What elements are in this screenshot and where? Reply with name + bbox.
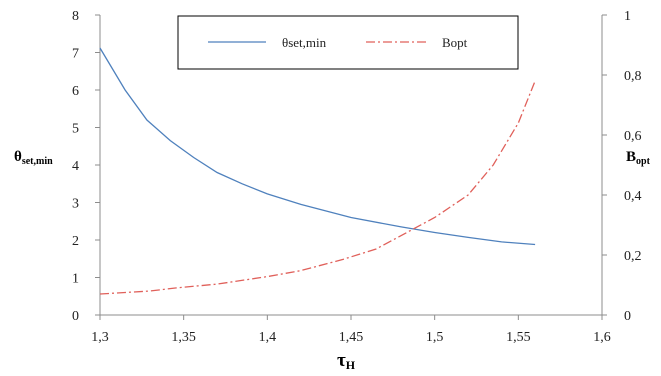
y-left-tick-label: 7 <box>72 47 79 62</box>
x-axis-label: τH <box>337 350 356 372</box>
y-axis-left-label: θset,min <box>14 149 53 167</box>
y-axis-right-label-main: B <box>626 149 636 165</box>
x-tick-label: 1,5 <box>426 330 444 345</box>
y-right-tick-label: 1 <box>624 9 631 24</box>
y-axis-left-label-main: θ <box>14 149 22 165</box>
y-left-tick-label: 3 <box>72 197 79 212</box>
y-left-tick-label: 4 <box>72 159 79 174</box>
series-group <box>99 47 536 295</box>
x-tick-label: 1,55 <box>506 330 531 345</box>
legend-label-theta: θset,min <box>282 35 327 50</box>
x-tick-label: 1,3 <box>91 330 109 345</box>
x-axis-label-main: τ <box>337 350 346 371</box>
legend-label-bopt: Bopt <box>442 35 468 50</box>
y-right-tick-label: 0,4 <box>624 189 642 204</box>
y-axis-left-label-sub: set,min <box>22 156 53 167</box>
y-axis-right-label: Bopt <box>626 149 651 167</box>
series-line-theta <box>99 47 536 246</box>
y-left-tick-label: 5 <box>72 122 79 137</box>
x-axis-label-sub: H <box>346 358 356 372</box>
x-tick-label: 1,35 <box>171 330 196 345</box>
y-left-tick-label: 6 <box>72 84 79 99</box>
x-tick-label: 1,4 <box>259 330 277 345</box>
x-tick-label: 1,45 <box>339 330 364 345</box>
x-tick-label: 1,6 <box>593 330 611 345</box>
y-right-tick-label: 0 <box>624 309 631 324</box>
y-right-tick-label: 0,6 <box>624 129 642 144</box>
y-axis-right-label-sub: opt <box>636 156 651 167</box>
legend: θset,min Bopt <box>177 15 519 70</box>
y-right-tick-label: 0,2 <box>624 249 642 264</box>
y-left-tick-label: 2 <box>72 234 79 249</box>
y-left-tick-label: 8 <box>72 9 79 24</box>
series-line-bopt <box>99 80 536 295</box>
y-right-tick-label: 0,8 <box>624 69 642 84</box>
y-left-tick-label: 0 <box>72 309 79 324</box>
y-left-tick-label: 1 <box>72 272 79 287</box>
axis-ticks: 1,3 1,35 1,4 1,45 1,5 1,55 1,6 0 1 2 3 4 5 6 7 8 0 0,2 0,4… <box>72 9 642 345</box>
